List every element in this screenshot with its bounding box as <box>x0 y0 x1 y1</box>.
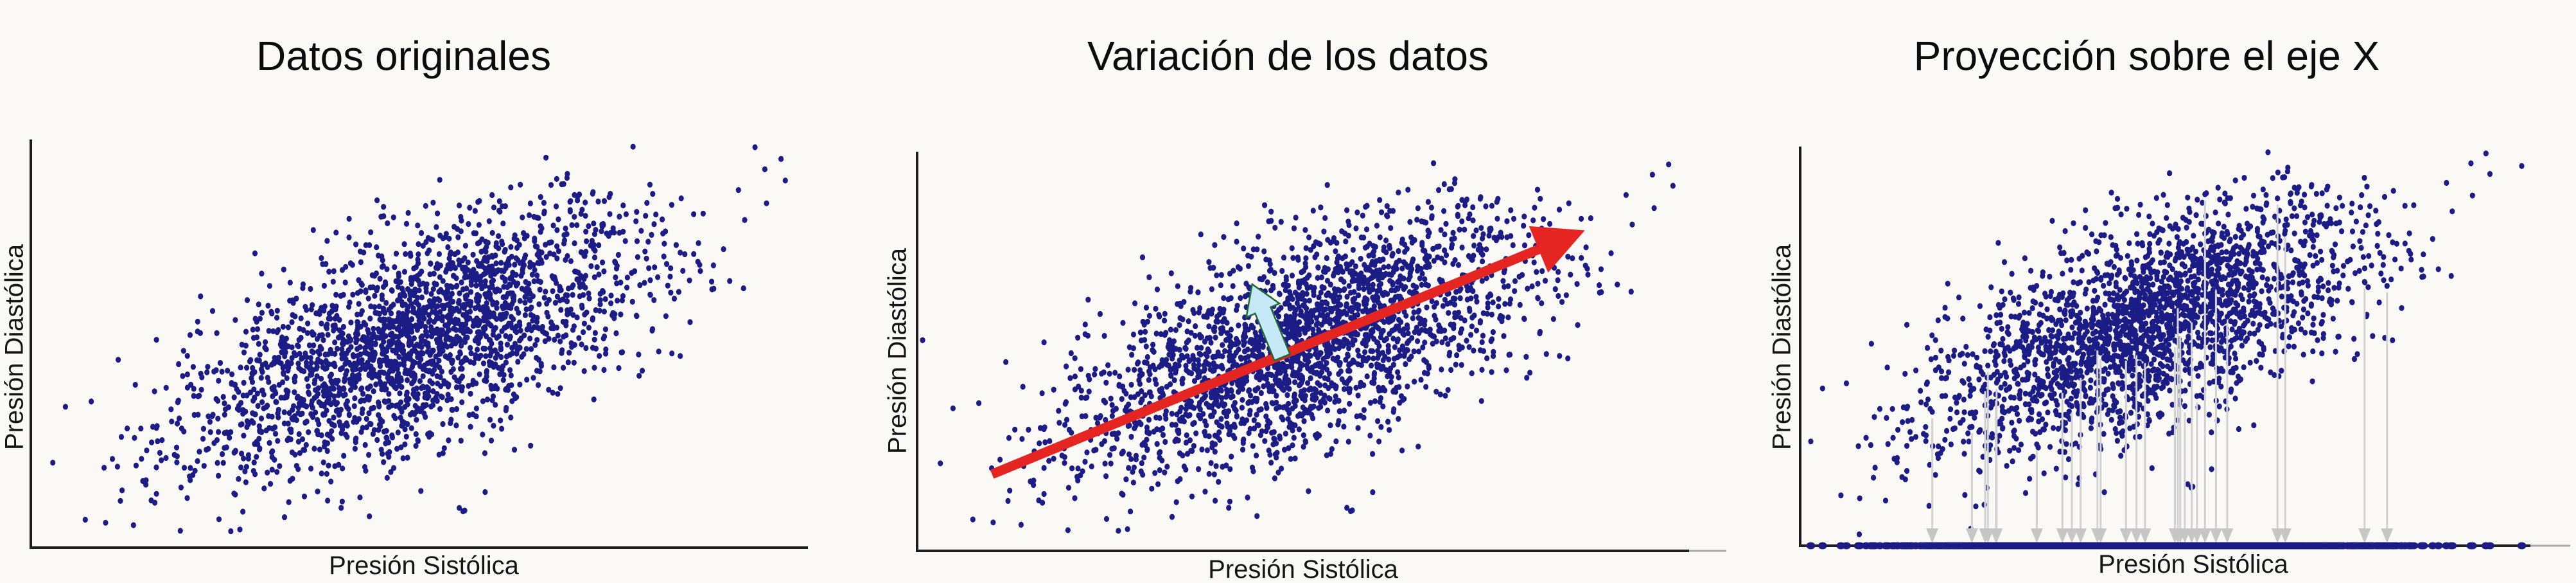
chart-2-title: Variación de los datos <box>1087 33 1489 79</box>
chart-2-y-axis-label: Presión Diastólica <box>883 247 912 454</box>
chart-2-plot-area <box>916 152 1726 552</box>
chart-1-x-axis-label: Presión Sistólica <box>329 552 519 580</box>
chart-2-x-axis-label: Presión Sistólica <box>1208 555 1398 583</box>
scatter-points <box>50 143 788 535</box>
axes-spines <box>30 139 808 549</box>
projected-points-on-x-axis <box>1806 542 2527 550</box>
max-variance-direction-arrow <box>990 226 1585 479</box>
chart-3-plot-area <box>1799 147 2570 550</box>
projection-arrows <box>1926 201 2394 543</box>
block-arrow-shape <box>1245 283 1292 362</box>
arrow-shaft <box>990 243 1544 479</box>
axes-spines <box>916 152 1689 552</box>
chart-3-x-axis-label: Presión Sistólica <box>2098 550 2288 579</box>
secondary-direction-arrow <box>1245 283 1292 362</box>
chart-3-title: Proyección sobre el eje X <box>1913 33 2380 79</box>
chart-1-title: Datos originales <box>256 33 551 79</box>
chart-3-y-axis-label: Presión Diastólica <box>1767 244 1796 451</box>
projection-arrow-stems <box>1931 201 2388 529</box>
scatter-points <box>1808 149 2525 537</box>
arrowhead <box>1529 226 1585 273</box>
chart-1-y-axis-label: Presión Diastólica <box>0 244 29 451</box>
chart-1-plot-area <box>30 139 808 549</box>
projection-arrowheads <box>1926 528 2394 543</box>
